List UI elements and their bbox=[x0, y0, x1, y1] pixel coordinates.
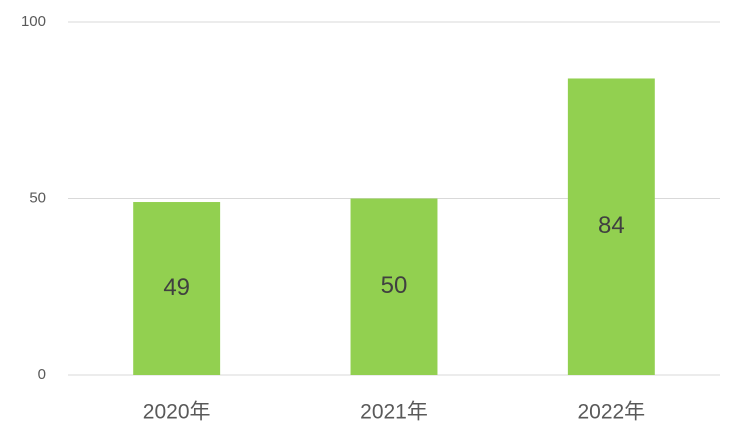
data-label: 50 bbox=[381, 272, 408, 299]
bar bbox=[567, 78, 655, 375]
x-tick-label: 2020年 bbox=[143, 401, 211, 424]
data-label: 84 bbox=[598, 212, 625, 239]
y-tick-label: 0 bbox=[38, 366, 46, 383]
bar bbox=[350, 198, 438, 375]
y-tick-label: 50 bbox=[29, 189, 46, 206]
x-tick-label: 2021年 bbox=[360, 401, 428, 424]
bar bbox=[133, 202, 221, 375]
x-tick-label: 2022年 bbox=[577, 401, 645, 424]
data-label: 49 bbox=[163, 274, 190, 301]
y-tick-label: 100 bbox=[21, 13, 46, 30]
